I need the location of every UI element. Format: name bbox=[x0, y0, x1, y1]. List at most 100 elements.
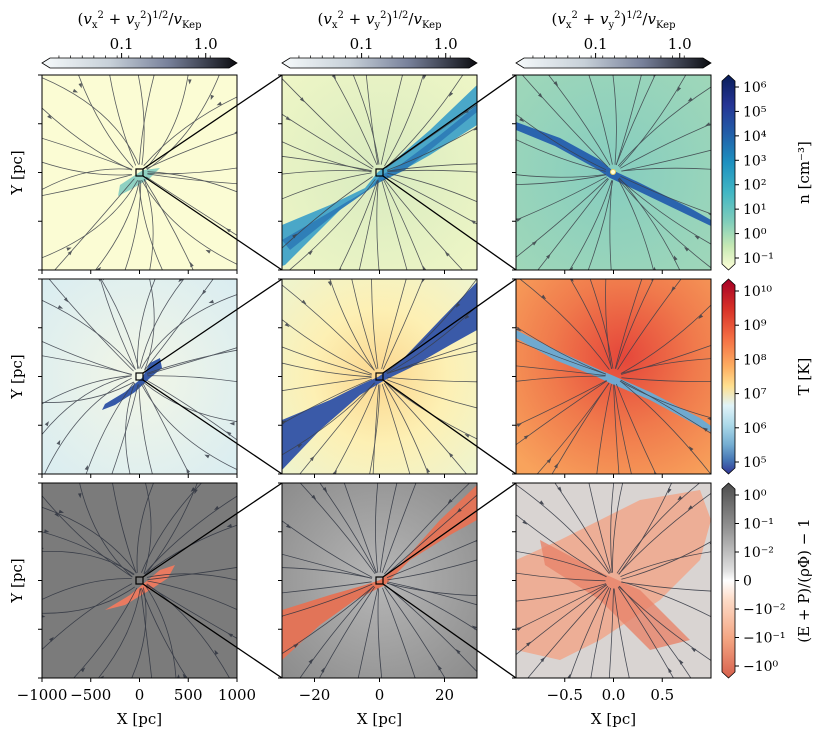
streamline-arrow bbox=[275, 196, 281, 201]
streamline-arrow bbox=[673, 255, 678, 261]
streamline bbox=[125, 382, 136, 474]
x-tick-label: 0 bbox=[135, 686, 145, 704]
energy-filament-mid bbox=[282, 485, 477, 660]
streamline bbox=[145, 176, 237, 236]
streamline bbox=[610, 483, 615, 573]
streamline-arrow bbox=[409, 474, 414, 480]
velocity-cbar-tick-label: 0.1 bbox=[350, 35, 374, 53]
streamline-arrow bbox=[96, 266, 102, 270]
streamline-arrow bbox=[178, 279, 184, 283]
zoom-connector bbox=[142, 379, 283, 475]
streamline-arrow bbox=[299, 97, 305, 103]
streamline-arrow bbox=[691, 647, 697, 653]
streamline-arrow bbox=[276, 344, 282, 349]
streamline-arrow bbox=[34, 352, 39, 356]
x-tick-label: 20 bbox=[435, 686, 454, 704]
streamline bbox=[621, 344, 711, 375]
streamline bbox=[516, 174, 606, 185]
x-axis-label: X [pc] bbox=[357, 710, 402, 728]
streamline bbox=[131, 587, 147, 678]
streamline bbox=[620, 304, 711, 374]
zoom-connector bbox=[142, 74, 283, 170]
streamline bbox=[282, 378, 373, 425]
streamline bbox=[299, 483, 376, 575]
streamline bbox=[621, 377, 711, 383]
streamline-arrow bbox=[213, 505, 220, 511]
streamline bbox=[338, 180, 378, 270]
streamlines-r2c3 bbox=[506, 279, 711, 483]
streamline-arrow bbox=[355, 681, 360, 687]
streamline-arrow bbox=[84, 465, 89, 471]
streamline-arrow bbox=[455, 302, 461, 308]
streamline bbox=[145, 75, 189, 169]
streamline bbox=[516, 139, 606, 172]
streamline bbox=[537, 178, 609, 270]
x-tick-label: −0.5 bbox=[547, 686, 583, 704]
streamline-arrow bbox=[667, 488, 672, 494]
streamline-arrow bbox=[150, 474, 156, 480]
streamline bbox=[386, 582, 477, 596]
streamline bbox=[299, 585, 374, 678]
streamline-arrow bbox=[182, 673, 188, 678]
streamline bbox=[138, 384, 153, 474]
streamline bbox=[387, 559, 477, 581]
streamline bbox=[617, 178, 654, 270]
streamline-arrow bbox=[34, 596, 40, 602]
streamline-arrow bbox=[630, 477, 635, 483]
streamline-arrow bbox=[152, 270, 158, 276]
streamline-arrow bbox=[553, 81, 559, 87]
streamline-arrow bbox=[44, 529, 50, 533]
streamline bbox=[143, 483, 152, 574]
streamline-arrow bbox=[482, 170, 487, 174]
streamline-arrow bbox=[78, 82, 82, 89]
streamline bbox=[617, 86, 711, 167]
streamlines-r2c1 bbox=[34, 270, 237, 474]
streamline-arrow bbox=[713, 147, 719, 152]
streamline-arrow bbox=[237, 607, 243, 613]
streamline bbox=[42, 495, 133, 578]
energy-filament-large-shape bbox=[105, 565, 175, 610]
velocity-cbar-tick-label: 1.0 bbox=[668, 35, 692, 53]
streamline-arrow bbox=[226, 523, 232, 528]
streamline bbox=[385, 494, 477, 576]
streamline-arrow bbox=[640, 68, 645, 74]
streamline-arrow bbox=[448, 452, 454, 458]
streamline bbox=[516, 514, 607, 578]
streamline-arrow bbox=[711, 548, 716, 552]
streamline-arrow bbox=[482, 380, 487, 384]
streamline-arrow bbox=[208, 299, 214, 304]
streamline bbox=[282, 113, 373, 170]
streamline-arrow bbox=[554, 463, 559, 469]
streamline bbox=[619, 585, 692, 678]
streamline-arrow bbox=[47, 114, 52, 120]
streamline bbox=[605, 279, 612, 369]
streamline bbox=[615, 75, 656, 166]
streamline-arrow bbox=[447, 498, 453, 504]
streamline-arrow bbox=[395, 474, 400, 480]
streamline bbox=[385, 104, 477, 169]
streamline bbox=[147, 567, 237, 581]
streamline bbox=[318, 586, 376, 678]
streamline-arrow bbox=[688, 446, 694, 452]
streamline-arrow bbox=[506, 379, 512, 383]
streamline-arrow bbox=[99, 675, 105, 678]
streamline bbox=[589, 279, 614, 369]
streamline-arrow bbox=[227, 633, 233, 638]
streamline bbox=[621, 581, 711, 618]
x-tick-label: 0.0 bbox=[602, 686, 626, 704]
row-cbar-tick-label: 10⁹ bbox=[743, 318, 767, 334]
streamline-arrow bbox=[421, 279, 426, 283]
streamline bbox=[282, 172, 372, 200]
streamline bbox=[140, 588, 153, 678]
streamline bbox=[612, 483, 624, 573]
streamline bbox=[548, 75, 611, 166]
streamline-arrow bbox=[539, 500, 545, 505]
streamline-arrow bbox=[516, 423, 522, 427]
streamline-arrow bbox=[474, 537, 477, 542]
streamline bbox=[516, 583, 607, 631]
row-cbar-tick-label: 10⁵ bbox=[743, 104, 767, 120]
streamline bbox=[94, 180, 140, 270]
streamline-arrow bbox=[297, 444, 303, 448]
streamline-arrow bbox=[546, 458, 552, 464]
streamline bbox=[42, 107, 133, 171]
